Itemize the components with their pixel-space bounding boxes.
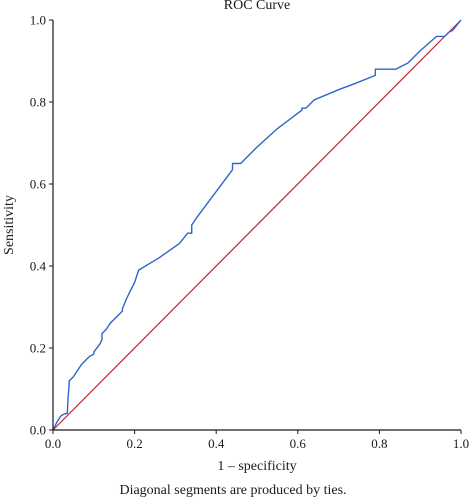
x-tick-label: 0.4 [208, 436, 225, 451]
x-tick-label: 0.2 [126, 436, 142, 451]
chart-footnote: Diagonal segments are produced by ties. [119, 483, 346, 498]
y-tick-label: 0.4 [30, 259, 47, 274]
reference-diagonal-line [52, 19, 462, 431]
y-tick-label: 0.2 [30, 341, 46, 356]
y-tick-label: 1.0 [30, 13, 46, 28]
plot-area: 0.0 0.2 0.4 0.6 0.8 1.0 0.0 0.2 0.4 0.6 0.8 1.0 [30, 13, 469, 452]
y-tick-label: 0.0 [30, 423, 46, 438]
y-tick-label: 0.8 [30, 95, 46, 110]
y-axis-title: Sensitivity [2, 195, 17, 255]
x-tick-label: 0.8 [371, 436, 387, 451]
x-axis-ticks: 0.0 0.2 0.4 0.6 0.8 1.0 [45, 430, 469, 451]
x-axis-title: 1 – specificity [217, 459, 296, 474]
y-tick-label: 0.6 [30, 177, 47, 192]
chart-title: ROC Curve [224, 0, 291, 13]
x-tick-label: 0.0 [45, 436, 61, 451]
x-tick-label: 1.0 [453, 436, 469, 451]
roc-curve-line [52, 19, 462, 431]
series-layer [52, 19, 462, 431]
y-axis-ticks: 0.0 0.2 0.4 0.6 0.8 1.0 [30, 13, 53, 438]
x-tick-label: 0.6 [290, 436, 307, 451]
